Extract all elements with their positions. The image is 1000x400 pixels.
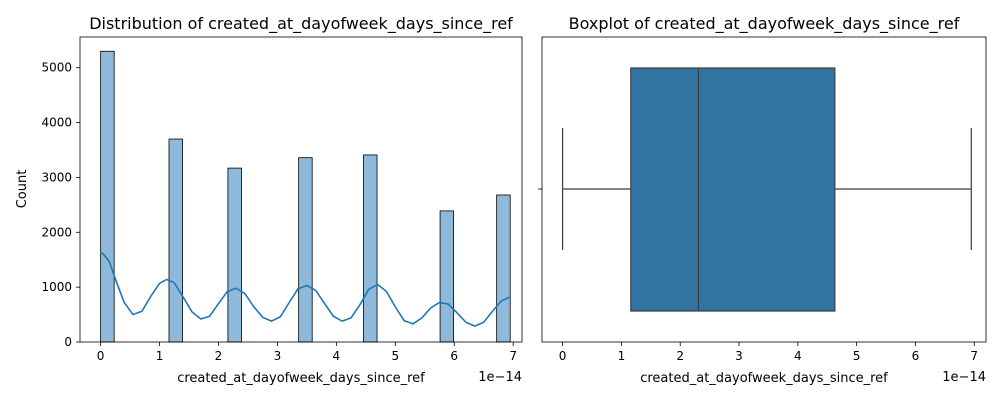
histogram-bar	[363, 154, 378, 343]
boxplot-x-axis-label: created_at_dayofweek_days_since_ref	[640, 371, 888, 386]
x-tick-label: 2	[676, 349, 684, 363]
interquartile-box	[630, 67, 836, 312]
kde-curve	[100, 251, 511, 327]
x-tick-label: 4	[333, 349, 341, 363]
histogram-x-ticks: 0 1 2 3 4 5 6 7	[97, 342, 517, 363]
y-tick-label: 5000	[41, 61, 72, 75]
histogram-bar	[496, 194, 511, 343]
histogram-x-offset-label: 1e−14	[478, 370, 522, 385]
x-tick-label: 3	[735, 349, 743, 363]
histogram-bar	[298, 157, 313, 343]
histogram-title: Distribution of created_at_dayofweek_day…	[89, 14, 513, 34]
histogram-x-axis-label: created_at_dayofweek_days_since_ref	[177, 371, 425, 386]
y-tick-label: 3000	[41, 170, 72, 184]
x-tick-label: 7	[509, 349, 517, 363]
x-tick-label: 1	[618, 349, 626, 363]
histogram-y-axis-label: Count	[15, 170, 30, 209]
x-tick-label: 7	[970, 349, 978, 363]
boxplot-x-offset-label: 1e−14	[942, 370, 986, 385]
histogram-y-ticks: 0 1000 2000 3000 4000 5000	[41, 61, 80, 349]
x-tick-label: 3	[274, 349, 282, 363]
x-tick-label: 5	[853, 349, 861, 363]
y-tick-label: 1000	[41, 280, 72, 294]
histogram-bars	[100, 50, 511, 343]
boxplot-axes-frame	[541, 36, 987, 343]
y-tick-label: 4000	[41, 116, 72, 130]
x-tick-label: 2	[215, 349, 223, 363]
x-tick-label: 0	[97, 349, 105, 363]
x-tick-label: 5	[391, 349, 399, 363]
y-tick-label: 2000	[41, 225, 72, 239]
y-tick-label: 0	[64, 335, 72, 349]
kde-curve-group	[100, 251, 511, 327]
x-tick-label: 4	[794, 349, 802, 363]
histogram-bar	[439, 210, 455, 343]
boxplot-title: Boxplot of created_at_dayofweek_days_sin…	[569, 14, 960, 34]
x-tick-label: 6	[912, 349, 920, 363]
boxplot-shapes	[561, 67, 972, 312]
histogram-axes-frame	[79, 36, 523, 343]
boxplot-x-ticks: 0 1 2 3 4 5 6 7	[559, 342, 978, 363]
histogram-bar	[227, 167, 242, 343]
histogram-bar	[100, 50, 115, 343]
x-tick-label: 6	[450, 349, 458, 363]
x-tick-label: 1	[156, 349, 164, 363]
boxplot-panel: Boxplot of created_at_dayofweek_days_sin…	[538, 14, 987, 386]
histogram-panel: Distribution of created_at_dayofweek_day…	[15, 14, 523, 386]
x-tick-label: 0	[559, 349, 567, 363]
histogram-bar	[168, 138, 183, 343]
